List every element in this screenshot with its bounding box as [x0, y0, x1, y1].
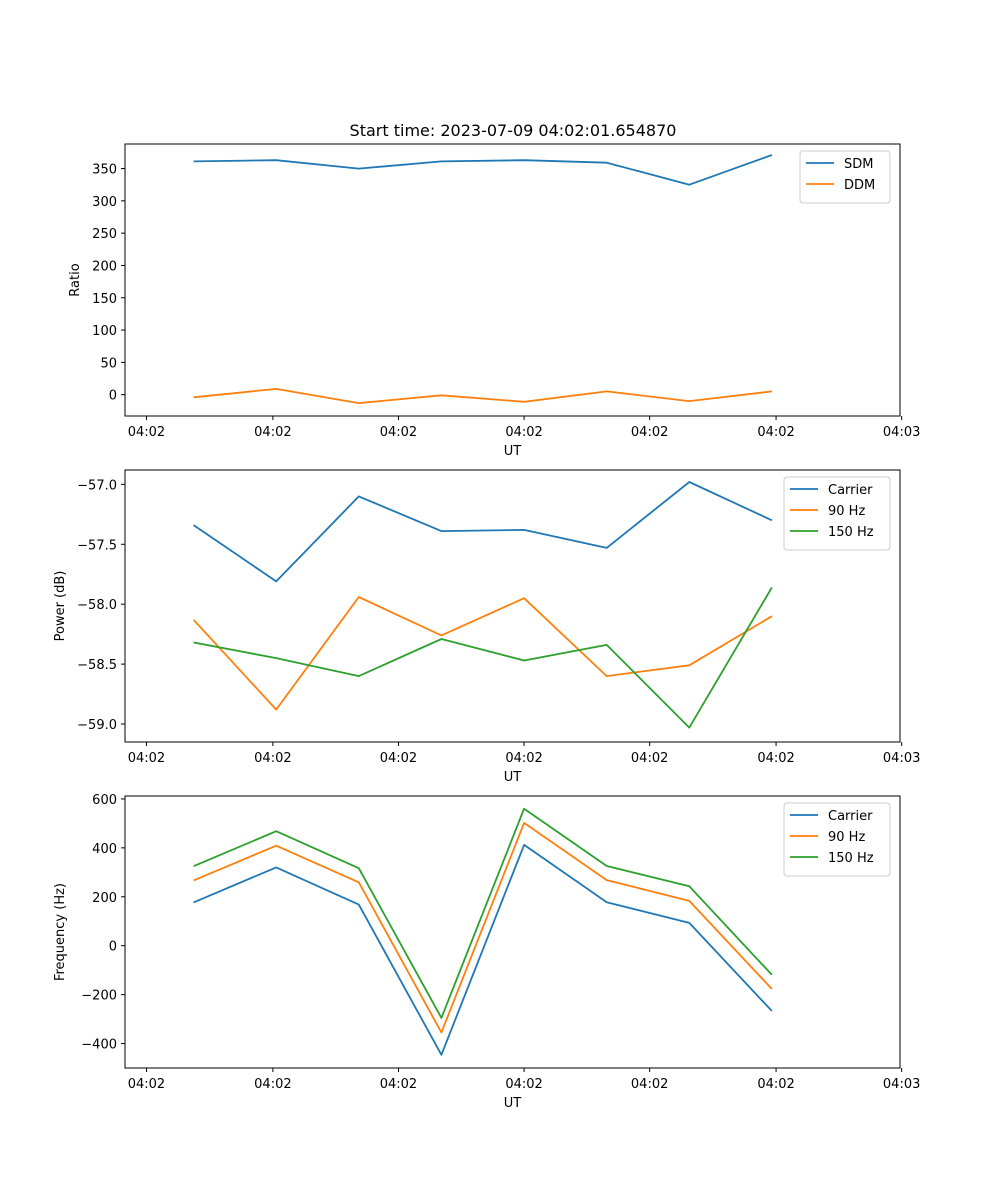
- y-tick-label: 350: [92, 163, 117, 178]
- legend-box: [799, 150, 891, 204]
- legend-label: 150 Hz: [828, 851, 874, 866]
- y-tick-label: 200: [92, 891, 117, 906]
- x-tick-label: 04:02: [128, 751, 165, 766]
- y-axis-label: Power (dB): [53, 571, 68, 642]
- panel-1: 04:02 04:02 04:02 04:02 04:02 04:02 04:03 0 50 10…: [68, 143, 920, 459]
- legend: SDM DDM: [799, 150, 891, 204]
- y-tick-label: 0: [109, 389, 117, 404]
- y-tick-label: −58.0: [77, 598, 117, 613]
- x-tick-label: 04:02: [380, 425, 417, 440]
- legend-label: SDM: [844, 157, 873, 172]
- y-tick-label: 150: [92, 292, 117, 307]
- legend: Carrier 90 Hz 150 Hz: [783, 802, 891, 877]
- x-axis-label: UT: [504, 770, 522, 785]
- y-tick-label: 400: [92, 842, 117, 857]
- y-tick-label: −58.5: [77, 658, 117, 673]
- y-tick-label: −57.5: [77, 538, 117, 553]
- x-tick-label: 04:03: [883, 425, 920, 440]
- x-axis-label: UT: [504, 444, 522, 459]
- series-line-sdm: [193, 154, 773, 186]
- panel-3: 04:02 04:02 04:02 04:02 04:02 04:02 04:03 −400 −…: [53, 793, 920, 1111]
- x-tick-label: 04:02: [128, 425, 165, 440]
- series-line-carrier: [193, 844, 773, 1056]
- x-tick-label: 04:02: [757, 751, 794, 766]
- axes-frame: [124, 469, 901, 743]
- legend-label: DDM: [844, 178, 875, 193]
- panel-2: 04:02 04:02 04:02 04:02 04:02 04:02 04:03 −59.0…: [53, 469, 920, 785]
- x-tick-label: 04:02: [128, 1077, 165, 1092]
- axes-frame: [124, 143, 901, 417]
- series-line-150-hz: [193, 586, 773, 729]
- legend-label: 90 Hz: [828, 830, 865, 845]
- series-line-carrier: [193, 481, 773, 583]
- x-tick-label: 04:02: [254, 751, 291, 766]
- y-tick-label: −400: [81, 1038, 117, 1053]
- x-tick-label: 04:02: [505, 1077, 542, 1092]
- y-tick-label: 200: [92, 259, 117, 274]
- series-line-ddm: [193, 387, 773, 405]
- x-tick-label: 04:02: [757, 425, 794, 440]
- x-tick-label: 04:02: [254, 425, 291, 440]
- y-tick-label: 600: [92, 793, 117, 808]
- x-tick-label: 04:02: [254, 1077, 291, 1092]
- x-tick-label: 04:02: [757, 1077, 794, 1092]
- x-axis-label: UT: [504, 1096, 522, 1111]
- series-line-90-hz: [192, 596, 773, 711]
- legend: Carrier 90 Hz 150 Hz: [783, 476, 891, 551]
- y-tick-label: 300: [92, 195, 117, 210]
- legend-label: Carrier: [828, 809, 873, 824]
- x-tick-label: 04:02: [631, 751, 668, 766]
- x-tick-label: 04:03: [883, 751, 920, 766]
- x-tick-label: 04:02: [505, 751, 542, 766]
- y-tick-label: −59.0: [77, 718, 117, 733]
- series-line-90-hz: [193, 822, 773, 1034]
- y-axis-label: Frequency (Hz): [53, 883, 68, 981]
- x-tick-label: 04:02: [380, 751, 417, 766]
- x-tick-label: 04:03: [883, 1077, 920, 1092]
- y-tick-label: 250: [92, 227, 117, 242]
- y-tick-label: 0: [109, 940, 117, 955]
- legend-label: Carrier: [828, 483, 873, 498]
- x-tick-label: 04:02: [380, 1077, 417, 1092]
- y-tick-label: 100: [92, 324, 117, 339]
- legend-label: 150 Hz: [828, 525, 874, 540]
- series-line-150-hz: [193, 807, 773, 1019]
- y-tick-label: −200: [81, 989, 117, 1004]
- y-tick-label: 50: [100, 356, 117, 371]
- x-tick-label: 04:02: [631, 425, 668, 440]
- legend-label: 90 Hz: [828, 504, 865, 519]
- figure-title: Start time: 2023-07-09 04:02:01.654870: [350, 121, 677, 140]
- x-tick-label: 04:02: [631, 1077, 668, 1092]
- y-axis-label: Ratio: [68, 263, 83, 296]
- x-tick-label: 04:02: [505, 425, 542, 440]
- y-tick-label: −57.0: [77, 478, 117, 493]
- panels: 04:02 04:02 04:02 04:02 04:02 04:02 04:03 0 50 10…: [53, 143, 920, 1111]
- axes-frame: [124, 795, 901, 1069]
